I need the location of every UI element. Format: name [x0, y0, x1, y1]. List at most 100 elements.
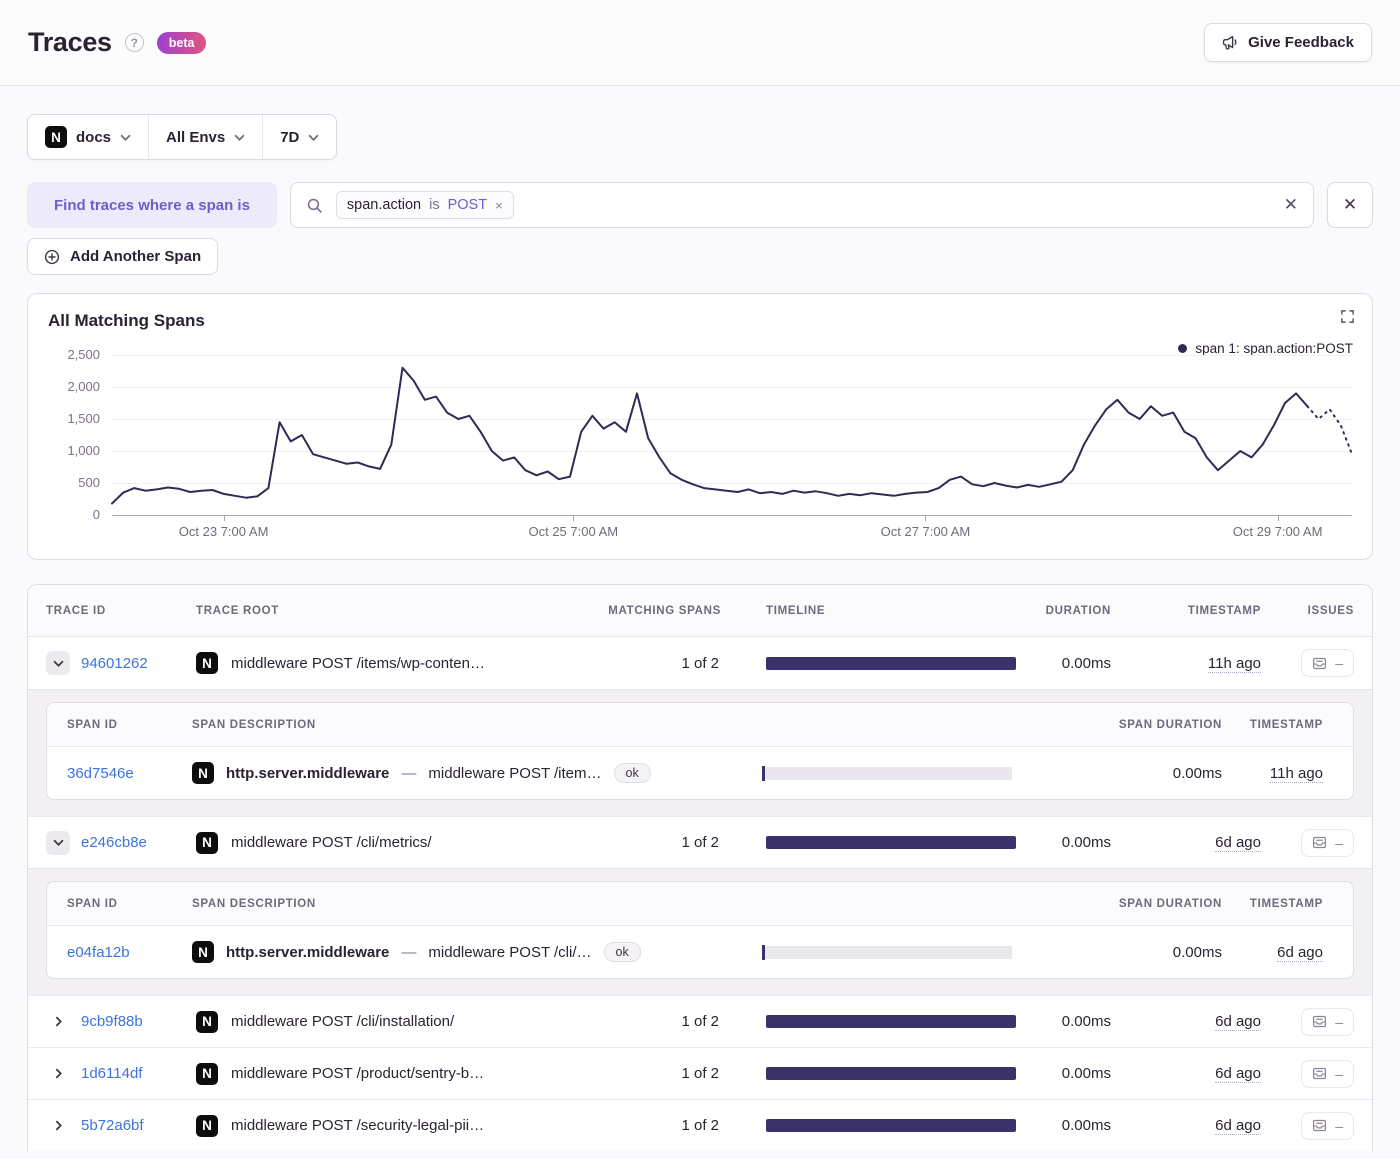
matching-spans-count: 1 of 2: [681, 1065, 719, 1082]
issues-count-placeholder: –: [1335, 1117, 1343, 1134]
matching-spans-count: 1 of 2: [681, 1013, 719, 1030]
date-range-filter-label: 7D: [280, 128, 300, 146]
span-timeline-bar[interactable]: [762, 944, 1012, 960]
token-value: POST: [447, 197, 488, 213]
table-row[interactable]: e246cb8e N middleware POST /cli/metrics/…: [28, 816, 1372, 868]
issues-button[interactable]: –: [1301, 1111, 1354, 1140]
span-status-badge: ok: [603, 942, 641, 962]
timeline-bar[interactable]: [766, 1015, 1016, 1028]
span-query-label: Find traces where a span is: [27, 182, 277, 228]
span-status-badge: ok: [613, 763, 651, 783]
trace-id-link[interactable]: 1d6114df: [81, 1065, 143, 1082]
table-row[interactable]: 1d6114df N middleware POST /product/sent…: [28, 1047, 1372, 1099]
table-row[interactable]: 5b72a6bf N middleware POST /security-leg…: [28, 1099, 1372, 1151]
nextjs-platform-icon: N: [196, 1010, 218, 1033]
add-another-span-button[interactable]: Add Another Span: [27, 238, 219, 275]
issues-button[interactable]: –: [1301, 649, 1354, 677]
separator-dash: —: [401, 943, 417, 961]
page-header: Traces ? beta Give Feedback: [0, 0, 1400, 86]
table-row[interactable]: 94601262 N middleware POST /items/wp-con…: [28, 637, 1372, 689]
span-id-link[interactable]: e04fa12b: [67, 943, 130, 961]
timestamp-value[interactable]: 11h ago: [1207, 654, 1261, 673]
chart-legend: span 1: span.action:POST: [1178, 341, 1353, 356]
issues-button[interactable]: –: [1301, 1007, 1354, 1036]
trace-id-link[interactable]: 9cb9f88b: [81, 1013, 143, 1030]
filter-token[interactable]: span.action is POST ×: [335, 191, 514, 219]
issues-icon: [1312, 1014, 1327, 1029]
duration-value: 0.00ms: [1061, 834, 1111, 851]
issues-icon: [1312, 656, 1327, 671]
timestamp-value[interactable]: 6d ago: [1215, 834, 1261, 852]
trace-id-link[interactable]: e246cb8e: [81, 834, 147, 851]
span-column-header-duration: SPAN DURATION: [1118, 897, 1222, 910]
issues-icon: [1312, 835, 1327, 850]
span-timestamp-value[interactable]: 6d ago: [1277, 943, 1323, 962]
gridline: [112, 355, 1352, 356]
timestamp-value[interactable]: 6d ago: [1215, 1013, 1261, 1031]
duration-value: 0.00ms: [1061, 1117, 1111, 1134]
give-feedback-button[interactable]: Give Feedback: [1204, 23, 1372, 62]
timeline-bar[interactable]: [766, 836, 1016, 849]
chevron-right-icon[interactable]: [46, 1068, 70, 1079]
span-table: SPAN ID SPAN DESCRIPTION SPAN DURATION T…: [46, 702, 1354, 800]
matching-spans-count: 1 of 2: [681, 834, 719, 851]
issues-button[interactable]: –: [1301, 1059, 1354, 1088]
chevron-down-icon[interactable]: [46, 830, 70, 855]
span-duration-value: 0.00ms: [1172, 764, 1222, 782]
search-icon: [306, 197, 323, 214]
timestamp-value[interactable]: 6d ago: [1215, 1065, 1261, 1083]
trace-id-link[interactable]: 94601262: [81, 654, 148, 672]
date-range-filter[interactable]: 7D: [262, 115, 336, 159]
nextjs-platform-icon: N: [45, 126, 67, 148]
token-remove-icon[interactable]: ×: [495, 197, 503, 213]
issues-icon: [1312, 1118, 1327, 1133]
span-duration-value: 0.00ms: [1172, 943, 1222, 961]
span-column-header-timestamp: TIMESTAMP: [1249, 718, 1323, 731]
span-search-input[interactable]: span.action is POST × ✕: [289, 182, 1314, 228]
duration-value: 0.00ms: [1061, 654, 1111, 672]
timeline-bar[interactable]: [766, 1119, 1016, 1132]
chart-y-axis: 0 500 1,000 1,500 2,000 2,500: [48, 347, 112, 522]
y-tick-label: 1,000: [67, 443, 100, 458]
span-op-label: http.server.middleware: [226, 943, 390, 961]
column-header-timeline: TIMELINE: [766, 604, 826, 617]
chart-title: All Matching Spans: [48, 311, 205, 330]
trace-id-link[interactable]: 5b72a6bf: [81, 1117, 144, 1134]
fullscreen-icon[interactable]: [1340, 309, 1355, 327]
clear-search-icon[interactable]: ✕: [1283, 195, 1298, 214]
span-column-header-description: SPAN DESCRIPTION: [192, 718, 316, 731]
span-timeline-bar[interactable]: [762, 765, 1012, 781]
traces-table-header: TRACE ID TRACE ROOT MATCHING SPANS TIMEL…: [28, 585, 1372, 637]
token-operator: is: [429, 197, 440, 213]
token-key: span.action: [346, 197, 422, 213]
trace-row-group: e246cb8e N middleware POST /cli/metrics/…: [28, 816, 1372, 995]
chevron-right-icon[interactable]: [46, 1016, 70, 1027]
nextjs-platform-icon: N: [192, 762, 214, 784]
nextjs-platform-icon: N: [196, 1062, 218, 1085]
plus-circle-icon: [44, 249, 60, 265]
span-row[interactable]: e04fa12b N http.server.middleware — midd…: [47, 926, 1353, 978]
span-description-label: middleware POST /cli/…: [428, 943, 592, 961]
issues-button[interactable]: –: [1301, 828, 1354, 857]
timeline-bar[interactable]: [766, 1067, 1016, 1080]
span-query-row: Find traces where a span is span.action …: [27, 182, 1373, 228]
project-filter[interactable]: N docs: [28, 115, 148, 159]
remove-span-row-button[interactable]: ✕: [1327, 182, 1373, 228]
timeline-bar[interactable]: [766, 656, 1016, 670]
help-icon[interactable]: ?: [124, 33, 144, 52]
y-tick-label: 500: [78, 475, 100, 490]
chevron-down-icon[interactable]: [46, 651, 70, 675]
y-tick-label: 1,500: [67, 411, 100, 426]
chevron-right-icon[interactable]: [46, 1120, 70, 1131]
span-row[interactable]: 36d7546e N http.server.middleware — midd…: [47, 747, 1353, 799]
filter-bar: N docs All Envs 7D: [27, 114, 338, 160]
span-id-link[interactable]: 36d7546e: [67, 764, 134, 782]
chart-x-axis-line: [112, 515, 1352, 516]
timestamp-value[interactable]: 6d ago: [1215, 1117, 1261, 1135]
table-row[interactable]: 9cb9f88b N middleware POST /cli/installa…: [28, 995, 1372, 1047]
y-tick-label: 0: [92, 507, 100, 522]
trace-row-group: 94601262 N middleware POST /items/wp-con…: [28, 637, 1372, 816]
environment-filter-label: All Envs: [166, 128, 226, 146]
environment-filter[interactable]: All Envs: [148, 115, 262, 159]
span-timestamp-value[interactable]: 11h ago: [1269, 764, 1323, 783]
